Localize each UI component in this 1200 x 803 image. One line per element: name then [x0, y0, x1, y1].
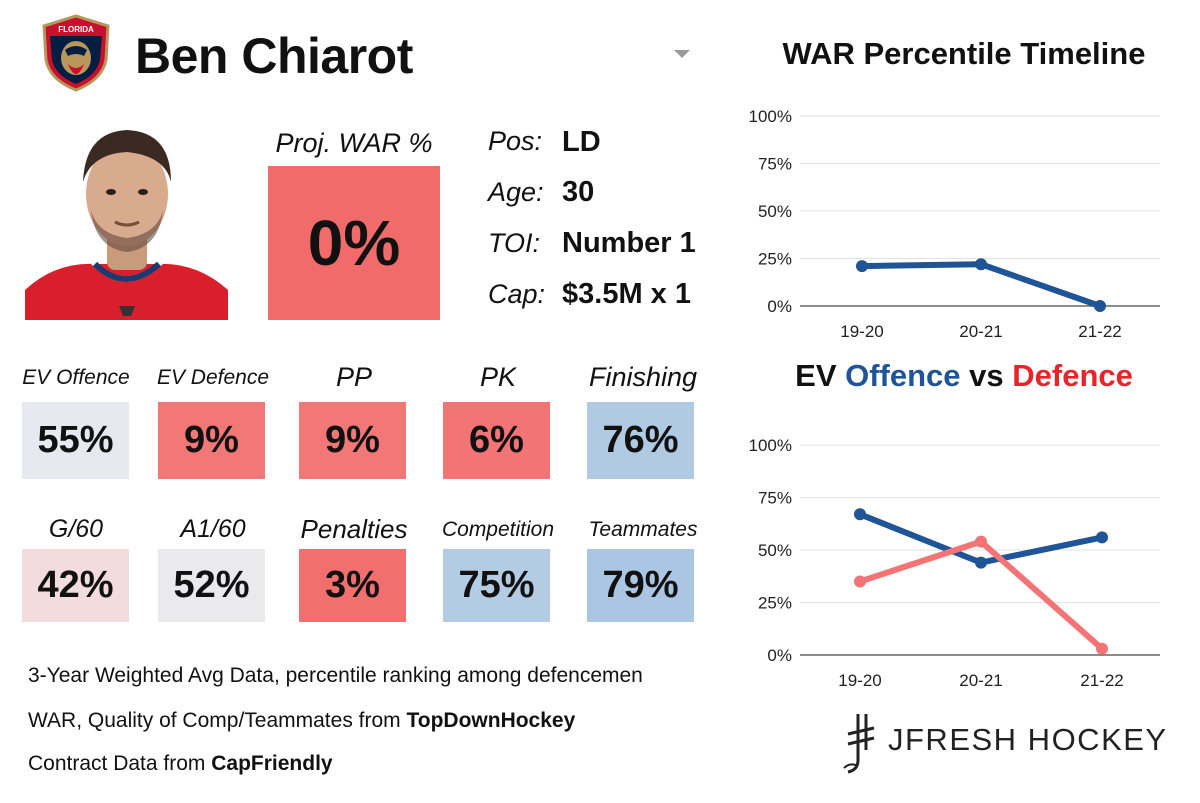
stat-label-teammates: Teammates [588, 518, 698, 541]
toi-value: Number 1 [562, 227, 696, 259]
chart-title-part-vs: vs [960, 358, 1013, 393]
florida-panthers-logo: FLORIDA [40, 14, 112, 92]
projected-war-value: 0% [268, 166, 440, 320]
cap-value: $3.5M x 1 [562, 278, 691, 310]
war-chart-ytick-label: 25% [758, 250, 792, 269]
svg-text:FLORIDA: FLORIDA [58, 25, 94, 34]
ev-chart-ytick-label: 75% [758, 489, 792, 508]
cap-label: Cap: [488, 279, 546, 309]
war-chart-ytick-label: 0% [767, 297, 792, 316]
stat-label-pp: PP [335, 362, 373, 392]
player-name: Ben Chiarot [135, 28, 413, 84]
chart-title-part-ev: EV [795, 358, 846, 393]
war-chart-data-point [1094, 300, 1106, 312]
age-label: Age: [488, 177, 544, 207]
war-chart-data-point [975, 258, 987, 271]
ev-chart-ytick-label: 25% [758, 594, 792, 613]
war-percentile-chart: 0% 25% 50% 75% 100% 19-20 20-21 21-22 [749, 107, 1160, 341]
footer-war-source: WAR, Quality of Comp/Teammates from TopD… [28, 709, 575, 733]
stat-box-g60: 42% [22, 549, 129, 622]
ev-chart-data-point [854, 575, 866, 588]
ev-chart-xtick-label: 19-20 [838, 671, 881, 690]
chart-title-war-timeline: WAR Percentile Timeline [782, 36, 1146, 71]
stat-box-teammates: 79% [587, 549, 694, 622]
ev-chart-data-point [854, 508, 866, 521]
stat-box-penalties: 3% [299, 549, 406, 622]
war-chart-xtick-label: 19-20 [840, 322, 883, 341]
stat-label-ev-defence: EV Defence [156, 366, 270, 389]
jfresh-logo-icon [840, 710, 880, 776]
ev-chart-xtick-label: 21-22 [1080, 671, 1123, 690]
position-value: LD [562, 126, 601, 158]
stat-label-a160: A1/60 [180, 515, 246, 543]
war-chart-ytick-label: 100% [749, 107, 792, 126]
war-chart-series-line [859, 261, 1103, 309]
war-chart-xtick-label: 21-22 [1078, 322, 1121, 341]
ev-chart-data-point [975, 535, 987, 548]
player-headshot [25, 122, 228, 320]
footer-contract-source-name: CapFriendly [211, 752, 333, 775]
stat-label-g60: G/60 [48, 515, 104, 543]
projected-war-label: Proj. WAR % [275, 128, 433, 158]
stat-label-penalties: Penalties [300, 514, 408, 544]
stat-label-ev-offence: EV Offence [22, 366, 130, 389]
war-chart-ytick-label: 75% [758, 155, 792, 174]
ev-chart-ytick-label: 50% [758, 541, 792, 560]
ev-chart-ytick-label: 100% [749, 436, 792, 455]
stat-box-finishing: 76% [587, 402, 694, 479]
ev-offence-defence-chart: 0% 25% 50% 75% 100% 19-20 20-21 21-22 [749, 436, 1160, 690]
war-chart-ytick-label: 50% [758, 202, 792, 221]
chart-title-ev-offence-defence: EV Offence vs Defence [740, 358, 1188, 394]
chart-title-part-defence: Defence [1012, 358, 1133, 393]
war-chart-data-point [856, 260, 868, 273]
age-value: 30 [562, 176, 595, 208]
stat-box-a160: 52% [158, 549, 265, 622]
chart-title-part-offence: Offence [845, 358, 961, 393]
footer-methodology: 3-Year Weighted Avg Data, percentile ran… [28, 664, 643, 687]
chevron-down-icon[interactable] [674, 50, 690, 58]
ev-chart-data-point [1096, 642, 1108, 655]
ev-chart-data-point [975, 556, 987, 569]
ev-chart-data-point [1096, 531, 1108, 544]
position-label: Pos: [488, 126, 543, 156]
ev-chart-xtick-label: 20-21 [959, 671, 1002, 690]
brand-name: JFRESH HOCKEY [888, 722, 1168, 757]
stat-box-competition: 75% [443, 549, 550, 622]
stat-box-ev-offence: 55% [22, 402, 129, 479]
footer-war-source-name: TopDownHockey [406, 709, 576, 732]
stat-box-ev-defence: 9% [158, 402, 265, 479]
footer-contract-source-prefix: Contract Data from [28, 752, 212, 775]
footer-war-source-prefix: WAR, Quality of Comp/Teammates from [28, 709, 407, 732]
toi-label: TOI: [488, 228, 541, 258]
stat-label-competition: Competition [441, 518, 555, 541]
stat-label-finishing: Finishing [588, 362, 698, 392]
stat-box-pk: 6% [443, 402, 550, 479]
ev-chart-ytick-label: 0% [767, 646, 792, 665]
stat-label-pk: PK [479, 362, 517, 392]
stat-box-pp: 9% [299, 402, 406, 479]
footer-contract-source: Contract Data from CapFriendly [28, 752, 333, 776]
war-chart-xtick-label: 20-21 [959, 322, 1002, 341]
